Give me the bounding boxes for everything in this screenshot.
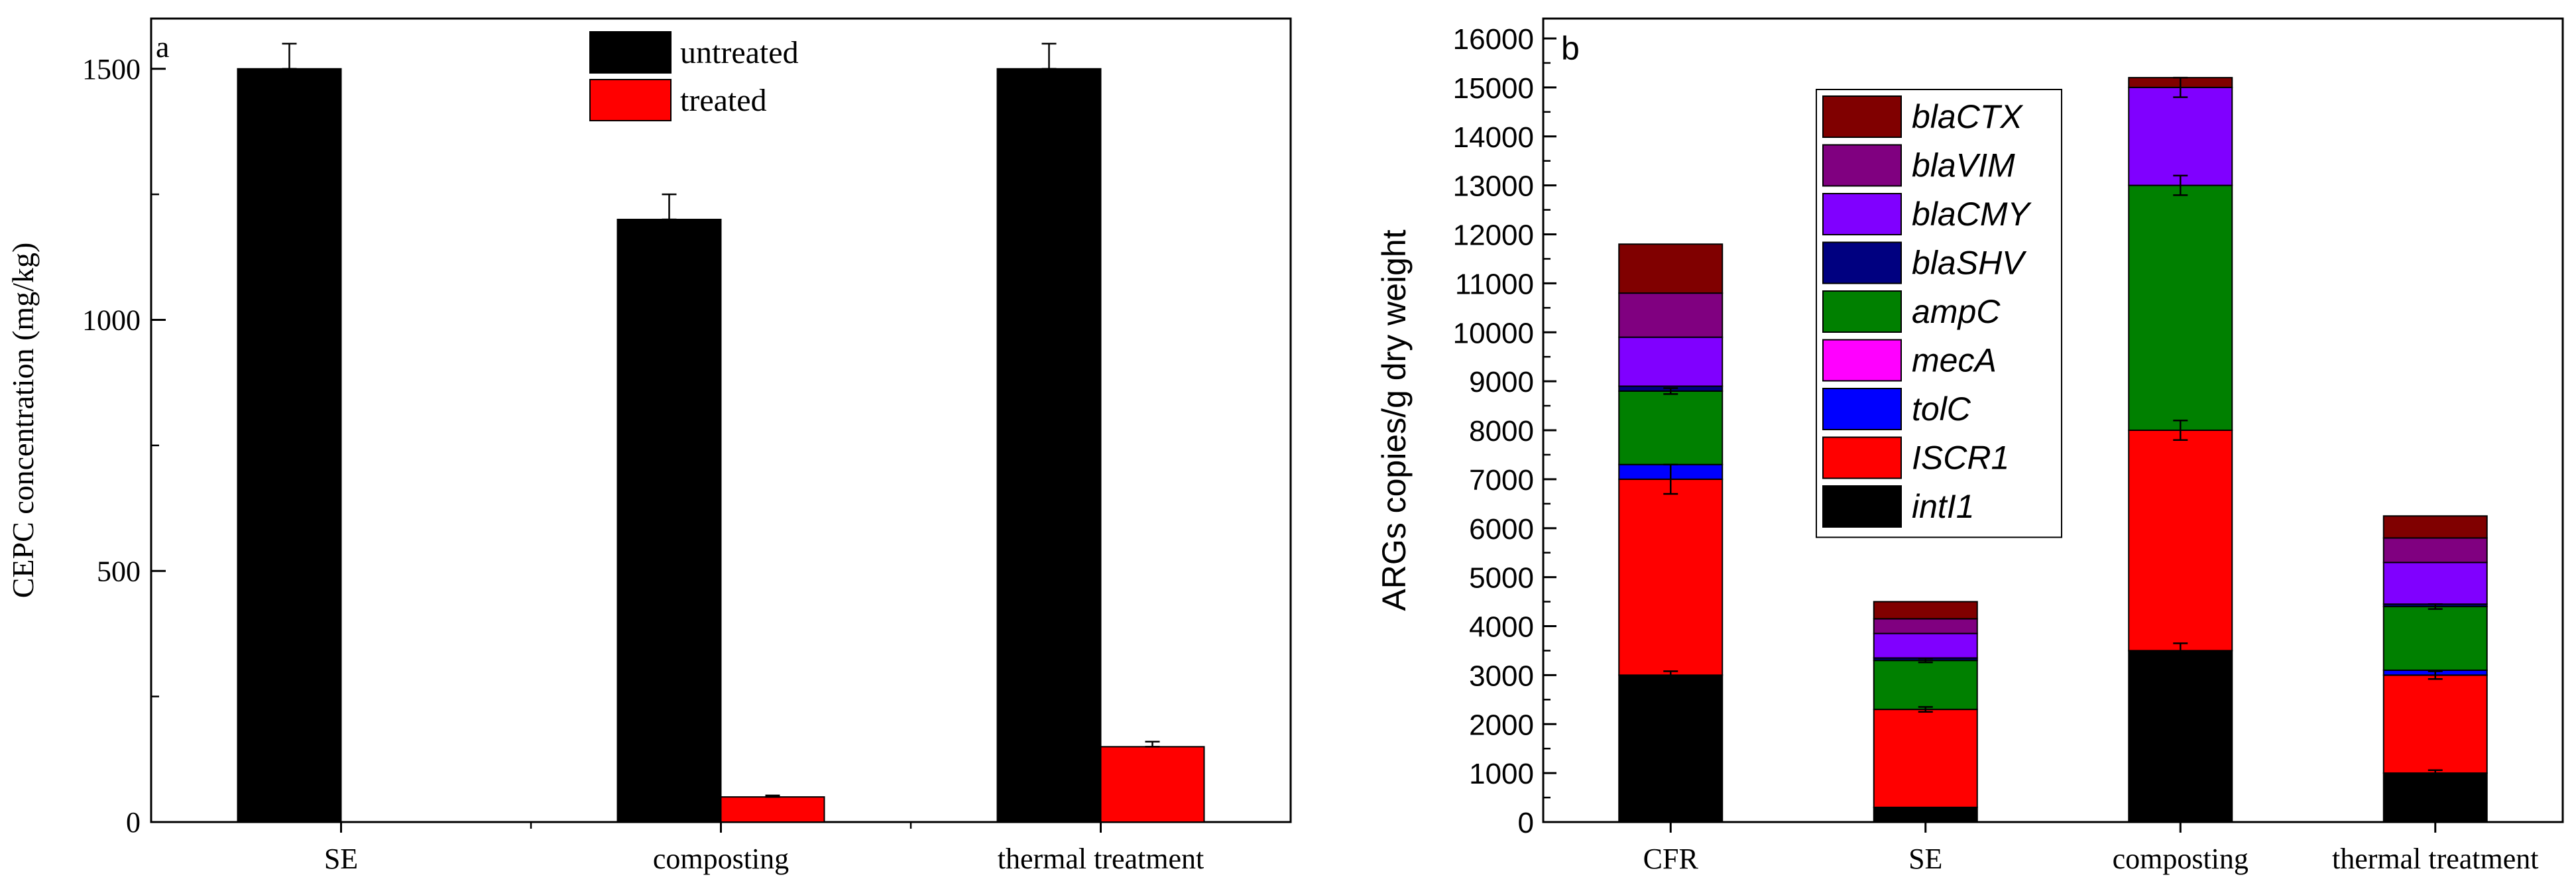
x-tick-label-a: SE [324,843,358,875]
legend-label-ISCR1: ISCR1 [1912,440,2009,477]
bar-segment-intI1 [2128,650,2233,823]
y-axis-label-b: ARGs copies/g dry weight [1376,229,1413,611]
bar-segment-ISCR1 [2382,674,2488,774]
bar-treated [1100,746,1205,823]
legend-label-blaCTX: blaCTX [1912,98,2023,135]
bar-segment-blaVIM [1618,292,1724,338]
bar-segment-blaCMY [1618,336,1724,387]
bar-segment-ISCR1 [1873,709,1978,808]
bar-segment-blaCTX [2382,515,2488,539]
y-tick-label-b: 7000 [1469,464,1534,497]
legend-b: blaCTX blaVIM blaCMY blaSHV ampC mecA tolC ISCR… [1816,89,2062,538]
bar-segment-intI1 [2382,772,2488,823]
legend-swatch-mecA [1822,339,1902,382]
legend-label-untreated: untreated [680,35,799,70]
y-tick-label-b: 9000 [1469,366,1534,398]
y-axis-ticks-a: 0 500 1000 1500 [82,53,166,839]
y-axis-ticks-b: 0 1000 2000 3000 4000 5000 6000 7000 8000 9000 100… [1453,23,1556,839]
y-tick-label-b: 6000 [1469,513,1534,546]
bar-segment-blaCMY [1873,632,1978,659]
legend-swatch-blaCTX [1822,95,1902,138]
panel-b: b ARGs copies/g dry weight 0 1000 2000 3000… [1376,17,2564,875]
legend-swatch-ISCR1 [1822,436,1902,479]
legend-label-tolC: tolC [1912,390,1971,428]
panel-label-b: b [1561,30,1580,67]
x-tick-label-a: thermal treatment [998,843,1204,875]
x-tick-label-b: composting [2113,843,2249,875]
bars-b [1618,76,2488,823]
legend-swatch-intI1 [1822,485,1902,528]
legend-label-blaCMY: blaCMY [1912,196,2032,233]
x-axis-ticks-a: SE composting thermal treatment [324,822,1204,875]
legend-label-blaSHV: blaSHV [1912,245,2027,282]
bar-segment-ISCR1 [2128,430,2233,652]
x-tick-label-a: composting [653,843,789,875]
bar-segment-blaVIM [1873,618,1978,634]
y-tick-label-b: 4000 [1469,611,1534,644]
bar-segment-blaCTX [1873,601,1978,620]
legend-label-intI1: intI1 [1912,488,1975,525]
legend-a: untreated treated [589,31,799,121]
panel-a: a CEPC concentration (mg/kg) 0 500 1000 150… [6,17,1292,875]
x-tick-label-b: CFR [1643,843,1699,875]
y-tick-label-b: 8000 [1469,415,1534,447]
x-tick-label-b: SE [1908,843,1942,875]
y-tick-label-a: 500 [97,555,141,587]
legend-label-treated: treated [680,83,767,118]
y-axis-label-a: CEPC concentration (mg/kg) [6,243,40,599]
legend-swatch-blaSHV [1822,241,1902,284]
bar-segment-ampC [2128,184,2233,431]
bar-segment-intI1 [1618,674,1724,823]
panel-label-a: a [156,30,169,64]
y-tick-label-b: 15000 [1453,72,1534,105]
bar-segment-ampC [1873,660,1978,711]
bar-untreated [237,68,342,823]
y-tick-label-b: 10000 [1453,317,1534,349]
y-tick-label-b: 12000 [1453,219,1534,252]
y-tick-label-b: 16000 [1453,23,1534,56]
bar-segment-ampC [2382,605,2488,671]
y-tick-label-a: 1500 [82,53,141,86]
bar-segment-ISCR1 [1618,478,1724,676]
bar-segment-blaCMY [2128,86,2233,186]
bar-untreated [616,219,722,823]
bar-segment-blaCMY [2382,562,2488,605]
y-tick-label-b: 0 [1518,807,1534,839]
y-tick-label-b: 11000 [1455,268,1534,300]
bar-segment-ampC [1618,390,1724,465]
y-tick-label-b: 1000 [1469,758,1534,790]
y-tick-label-b: 2000 [1469,709,1534,741]
x-tick-label-b: thermal treatment [2332,843,2539,875]
legend-swatch-untreated [589,31,672,74]
y-tick-label-b: 5000 [1469,562,1534,595]
plot-frame-b [1542,17,2564,823]
y-tick-label-a: 0 [126,806,141,839]
legend-label-blaVIM: blaVIM [1912,147,2015,184]
bar-treated [720,796,825,823]
bar-segment-blaCTX [1618,243,1724,294]
legend-swatch-tolC [1822,388,1902,430]
bar-untreated [996,68,1102,823]
y-tick-label-b: 3000 [1469,660,1534,692]
y-tick-label-a: 1000 [82,304,141,337]
bar-segment-intI1 [1873,806,1978,823]
y-tick-label-b: 13000 [1453,170,1534,203]
legend-swatch-ampC [1822,290,1902,333]
legend-swatch-blaCMY [1822,193,1902,235]
legend-label-mecA: mecA [1912,342,1997,379]
legend-label-ampC: ampC [1912,293,2001,330]
y-tick-label-b: 14000 [1453,121,1534,154]
legend-swatch-blaVIM [1822,144,1902,187]
legend-swatch-treated [589,79,672,121]
x-axis-ticks-b: CFR SE composting thermal treatment [1643,822,2539,875]
bars-a [237,42,1205,823]
bar-segment-blaVIM [2382,537,2488,563]
